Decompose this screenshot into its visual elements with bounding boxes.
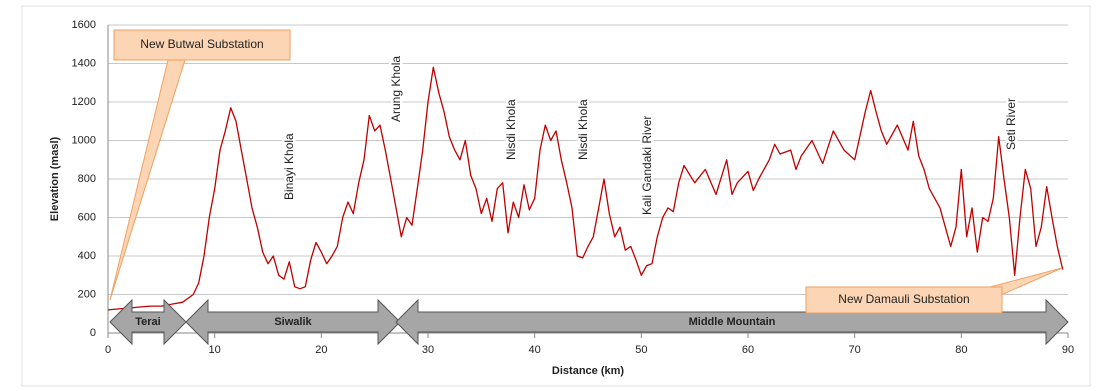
- x-tick-label: 90: [1062, 344, 1074, 356]
- x-axis-title: Distance (km): [552, 365, 624, 377]
- callout: New Butwal Substation: [109, 29, 291, 301]
- y-tick-label: 1000: [72, 134, 96, 146]
- callout-pointer: [109, 59, 186, 301]
- y-tick-label: 600: [78, 211, 96, 223]
- river-label: Kali Gandaki River: [640, 116, 654, 215]
- y-tick-label: 1400: [72, 57, 96, 69]
- y-tick-label: 400: [78, 250, 96, 262]
- zone-label: Terai: [135, 316, 160, 328]
- callout: New Damauli Substation: [805, 267, 1063, 314]
- river-label: Binayi Khola: [282, 133, 296, 200]
- callout-box: [805, 286, 1003, 314]
- x-tick-label: 0: [105, 344, 111, 356]
- callout-text: New Butwal Substation: [140, 37, 263, 51]
- elevation-line: [107, 66, 1064, 311]
- callout-text: New Damauli Substation: [838, 292, 969, 306]
- x-tick-label: 30: [422, 344, 434, 356]
- river-label: Seti River: [1004, 98, 1018, 150]
- river-label: Nisdi Khola: [504, 99, 518, 160]
- x-tick-label: 50: [635, 344, 647, 356]
- y-tick-label: 200: [78, 288, 96, 300]
- x-tick-label: 70: [849, 344, 861, 356]
- y-tick-label: 800: [78, 173, 96, 185]
- x-tick-label: 60: [742, 344, 754, 356]
- x-tick-label: 80: [955, 344, 967, 356]
- river-label: Arung Khola: [389, 56, 403, 122]
- zone-label: Middle Mountain: [689, 316, 776, 328]
- zone-label: Siwalik: [274, 316, 312, 328]
- y-tick-label: 0: [90, 327, 96, 339]
- y-tick-label: 1200: [72, 96, 96, 108]
- frame: [21, 5, 1091, 387]
- callout-box: [113, 29, 291, 61]
- x-tick-label: 20: [315, 344, 327, 356]
- y-axis-title: Elevation (masl): [49, 136, 61, 221]
- y-tick-label: 1600: [72, 19, 96, 31]
- zone-arrow: [395, 298, 1069, 346]
- x-tick-label: 40: [529, 344, 541, 356]
- river-label: Nisdi Khola: [576, 99, 590, 160]
- x-tick-label: 10: [209, 344, 221, 356]
